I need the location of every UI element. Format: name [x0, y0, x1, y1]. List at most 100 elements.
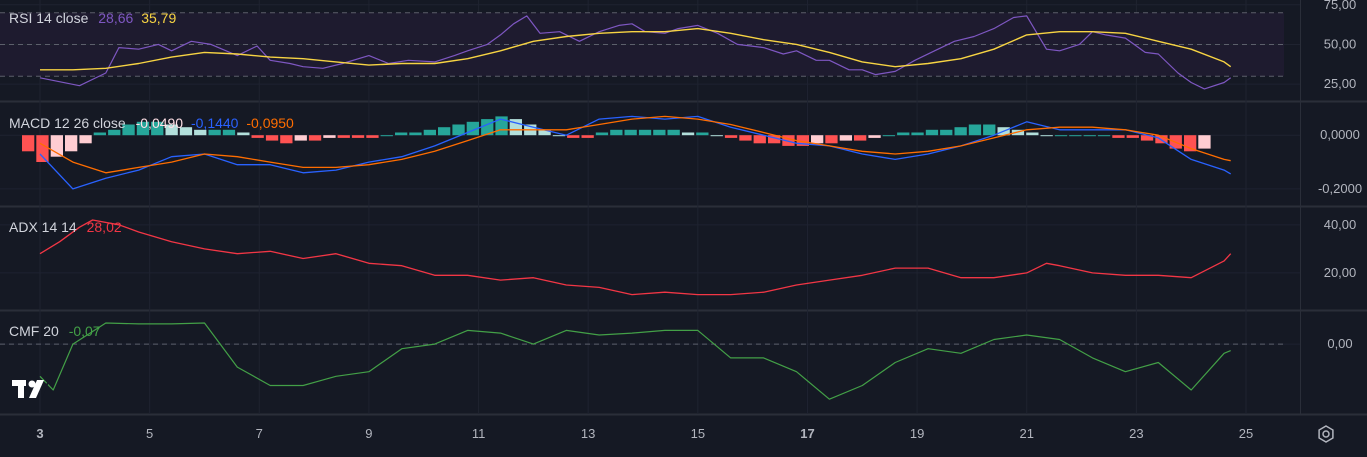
macd-histogram-bar — [552, 135, 566, 137]
macd-histogram-bar — [1097, 135, 1111, 137]
macd-histogram-bar — [811, 135, 824, 144]
macd-histogram-bar — [782, 135, 795, 146]
macd-histogram-bar — [1083, 135, 1096, 137]
macd-histogram-bar — [753, 135, 766, 144]
x-tick-label: 15 — [691, 426, 705, 441]
macd-histogram-bar — [1126, 135, 1139, 138]
macd-histogram-bar — [22, 135, 35, 152]
macd-signal-value: -0,0950 — [246, 115, 294, 131]
adx-y-tick: 20,00 — [1324, 265, 1357, 280]
macd-legend-label: MACD 12 26 close — [9, 115, 126, 131]
macd-histogram-bar — [681, 132, 695, 136]
macd-histogram-bar — [1184, 135, 1197, 152]
x-tick-label: 19 — [910, 426, 924, 441]
macd-histogram-bar — [194, 129, 207, 136]
macd-histogram-bar — [265, 135, 279, 141]
x-tick-label: 11 — [472, 426, 486, 441]
rsi-legend[interactable]: RSI 14 close 28,66 35,79 — [9, 10, 176, 26]
x-tick-label: 5 — [146, 426, 153, 441]
x-tick-label: 13 — [581, 426, 595, 441]
macd-histogram-bar — [854, 135, 867, 141]
x-tick-label: 3 — [36, 426, 43, 441]
macd-histogram-bar — [868, 135, 881, 138]
macd-histogram-bar — [251, 135, 264, 138]
macd-histogram-bar — [395, 132, 408, 136]
rsi-ma-line — [40, 27, 1232, 71]
rsi-y-tick: 25,00 — [1324, 76, 1357, 91]
macd-histogram-bar — [839, 135, 852, 141]
macd-histogram-bar — [638, 129, 652, 136]
macd-histogram-bar — [940, 129, 953, 136]
macd-histogram-bar — [93, 132, 106, 136]
macd-histogram-bar — [1026, 132, 1039, 136]
x-tick-label: 9 — [365, 426, 372, 441]
macd-histogram-bar — [380, 135, 393, 137]
macd-histogram-bar — [452, 124, 465, 136]
x-tick-label: 17 — [800, 426, 814, 441]
macd-histogram-bar — [653, 129, 666, 136]
macd-histogram-bar — [323, 135, 336, 138]
macd-histogram-bar — [768, 135, 781, 144]
x-tick-label: 25 — [1239, 426, 1253, 441]
macd-histogram-bar — [179, 127, 193, 136]
macd-histogram-bar — [724, 135, 738, 138]
macd-histogram-bar — [595, 132, 609, 136]
macd-histogram-bar — [237, 132, 250, 136]
macd-histogram-bar — [538, 129, 551, 136]
cmf-legend-label: CMF 20 — [9, 323, 59, 339]
rsi-value: 28,66 — [98, 10, 134, 26]
macd-histogram-bar — [825, 135, 838, 144]
rsi-y-tick: 50,00 — [1324, 36, 1357, 51]
tradingview-logo-icon[interactable] — [12, 378, 52, 400]
macd-histogram-bar — [581, 135, 594, 138]
macd-histogram-bar — [667, 129, 680, 136]
macd-histogram-bar — [337, 135, 350, 138]
macd-histogram-bar — [897, 132, 910, 136]
macd-legend[interactable]: MACD 12 26 close -0,0490 -0,1440 -0,0950 — [9, 115, 294, 131]
macd-histogram-bar — [1198, 135, 1211, 149]
adx-legend[interactable]: ADX 14 14 28,02 — [9, 219, 122, 235]
macd-hist-value: -0,0490 — [135, 115, 184, 131]
macd-histogram-bar — [36, 135, 49, 162]
macd-histogram-bar — [1140, 135, 1154, 141]
macd-histogram-bar — [423, 129, 436, 136]
gear-icon[interactable] — [1316, 424, 1336, 444]
macd-histogram-bar — [968, 124, 982, 136]
macd-value: -0,1440 — [190, 115, 239, 131]
macd-histogram-bar — [280, 135, 293, 144]
rsi-y-tick: 75,00 — [1324, 0, 1357, 12]
macd-histogram-bar — [696, 132, 709, 136]
macd-histogram-bar — [925, 129, 939, 136]
rsi-legend-label: RSI 14 close — [9, 10, 89, 26]
rsi-line — [39, 15, 1232, 90]
macd-histogram-bar — [108, 129, 121, 136]
cmf-line — [39, 322, 1231, 400]
macd-y-tick: -0,2000 — [1318, 181, 1362, 196]
cmf-value: -0,07 — [68, 323, 101, 339]
macd-histogram-bar — [796, 135, 809, 146]
adx-legend-label: ADX 14 14 — [9, 219, 77, 235]
macd-histogram-bar — [1112, 135, 1125, 138]
macd-histogram-bar — [308, 135, 322, 141]
macd-histogram-bar — [122, 124, 135, 136]
macd-histogram-bar — [710, 135, 723, 137]
macd-histogram-bar — [567, 135, 580, 138]
macd-histogram-bar — [1054, 135, 1068, 137]
cmf-y-tick: 0,00 — [1327, 336, 1352, 351]
macd-histogram-bar — [739, 135, 752, 141]
macd-histogram-bar — [983, 124, 996, 136]
macd-histogram-bar — [294, 135, 307, 141]
adx-y-tick: 40,00 — [1324, 217, 1357, 232]
macd-histogram-bar — [624, 129, 637, 136]
cmf-legend[interactable]: CMF 20 -0,07 — [9, 323, 101, 339]
macd-histogram-bar — [882, 135, 895, 137]
rsi-ma-value: 35,79 — [141, 10, 177, 26]
x-tick-label: 7 — [256, 426, 263, 441]
macd-histogram-bar — [79, 135, 92, 144]
macd-histogram-bar — [151, 121, 164, 136]
macd-histogram-bar — [954, 127, 967, 136]
macd-histogram-bar — [911, 132, 924, 136]
macd-histogram-bar — [208, 129, 221, 136]
